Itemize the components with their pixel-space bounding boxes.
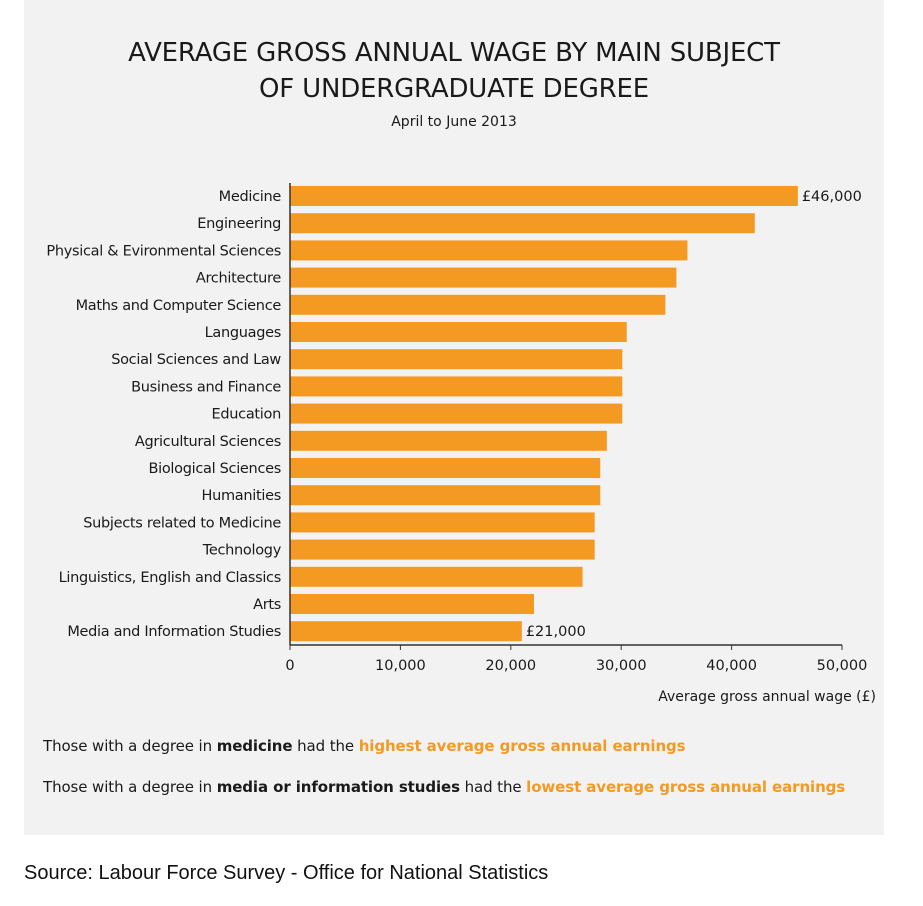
bar-5 bbox=[290, 322, 627, 342]
category-label-6: Social Sciences and Law bbox=[111, 352, 281, 368]
note-highest-mid: had the bbox=[292, 737, 359, 755]
bar-16 bbox=[290, 621, 522, 642]
bars-layer bbox=[290, 186, 798, 642]
category-label-0: Medicine bbox=[219, 189, 282, 205]
bar-6 bbox=[290, 349, 623, 370]
bar-3 bbox=[290, 267, 677, 288]
bar-9 bbox=[290, 430, 607, 451]
category-label-2: Physical & Evironmental Sciences bbox=[46, 243, 281, 259]
category-label-7: Business and Finance bbox=[131, 379, 281, 395]
bar-0 bbox=[290, 186, 798, 206]
x-tick-label-3: 30,000 bbox=[596, 658, 647, 674]
source-credit: Source: Labour Force Survey - Office for… bbox=[24, 862, 549, 884]
x-tick-label-4: 40,000 bbox=[706, 658, 757, 674]
category-label-15: Arts bbox=[253, 597, 281, 613]
category-label-14: Linguistics, English and Classics bbox=[59, 570, 281, 586]
category-label-16: Media and Information Studies bbox=[67, 624, 281, 640]
note-lowest-bold: media or information studies bbox=[216, 778, 460, 796]
x-axis-title: Average gross annual wage (£) bbox=[658, 689, 876, 705]
bar-10 bbox=[290, 458, 601, 478]
note-lowest-mid: had the bbox=[459, 778, 527, 796]
category-labels-layer: Medicine Engineering Physical & Evironment… bbox=[46, 189, 861, 640]
data-label-0: £46,000 bbox=[802, 189, 862, 205]
category-label-12: Subjects related to Medicine bbox=[83, 515, 281, 531]
note-highest-pre: Those with a degree in bbox=[43, 737, 217, 755]
bar-15 bbox=[290, 594, 534, 614]
x-tick-label-2: 20,000 bbox=[485, 658, 536, 674]
bar-1 bbox=[290, 213, 755, 234]
category-label-11: Humanities bbox=[201, 488, 281, 504]
category-label-3: Architecture bbox=[196, 271, 282, 287]
bar-13 bbox=[290, 539, 595, 560]
x-tick-label-1: 10,000 bbox=[375, 658, 426, 674]
category-label-4: Maths and Computer Science bbox=[76, 298, 282, 314]
note-lowest: Those with a degree in media or informat… bbox=[43, 778, 845, 796]
bar-12 bbox=[290, 512, 595, 533]
data-label-16: £21,000 bbox=[526, 624, 586, 640]
axes-layer: 0 10,000 20,000 30,000 40,000 50,000 Average g… bbox=[285, 183, 876, 705]
note-highest-highlight: highest average gross annual earnings bbox=[358, 737, 686, 755]
bar-2 bbox=[290, 240, 688, 261]
category-label-10: Biological Sciences bbox=[148, 461, 281, 477]
chart-title-line-2: OF UNDERGRADUATE DEGREE bbox=[259, 74, 649, 104]
category-label-9: Agricultural Sciences bbox=[135, 434, 281, 450]
bar-8 bbox=[290, 403, 623, 424]
bar-7 bbox=[290, 376, 623, 397]
chart-subtitle: April to June 2013 bbox=[391, 114, 517, 130]
x-tick-label-5: 50,000 bbox=[817, 658, 868, 674]
chart-title-line-1: AVERAGE GROSS ANNUAL WAGE BY MAIN SUBJEC… bbox=[128, 38, 780, 68]
note-highest: Those with a degree in medicine had the … bbox=[43, 737, 686, 755]
note-highest-bold: medicine bbox=[216, 737, 293, 755]
note-lowest-pre: Those with a degree in bbox=[43, 778, 217, 796]
bar-14 bbox=[290, 566, 583, 587]
bar-chart: Medicine Engineering Physical & Evironment… bbox=[46, 183, 876, 705]
x-tick-label-0: 0 bbox=[285, 658, 294, 674]
bar-11 bbox=[290, 485, 601, 506]
category-label-8: Education bbox=[212, 407, 282, 423]
bar-4 bbox=[290, 294, 666, 315]
category-label-1: Engineering bbox=[197, 216, 281, 232]
note-lowest-highlight: lowest average gross annual earnings bbox=[526, 778, 846, 796]
category-label-5: Languages bbox=[205, 325, 281, 341]
category-label-13: Technology bbox=[202, 543, 282, 559]
